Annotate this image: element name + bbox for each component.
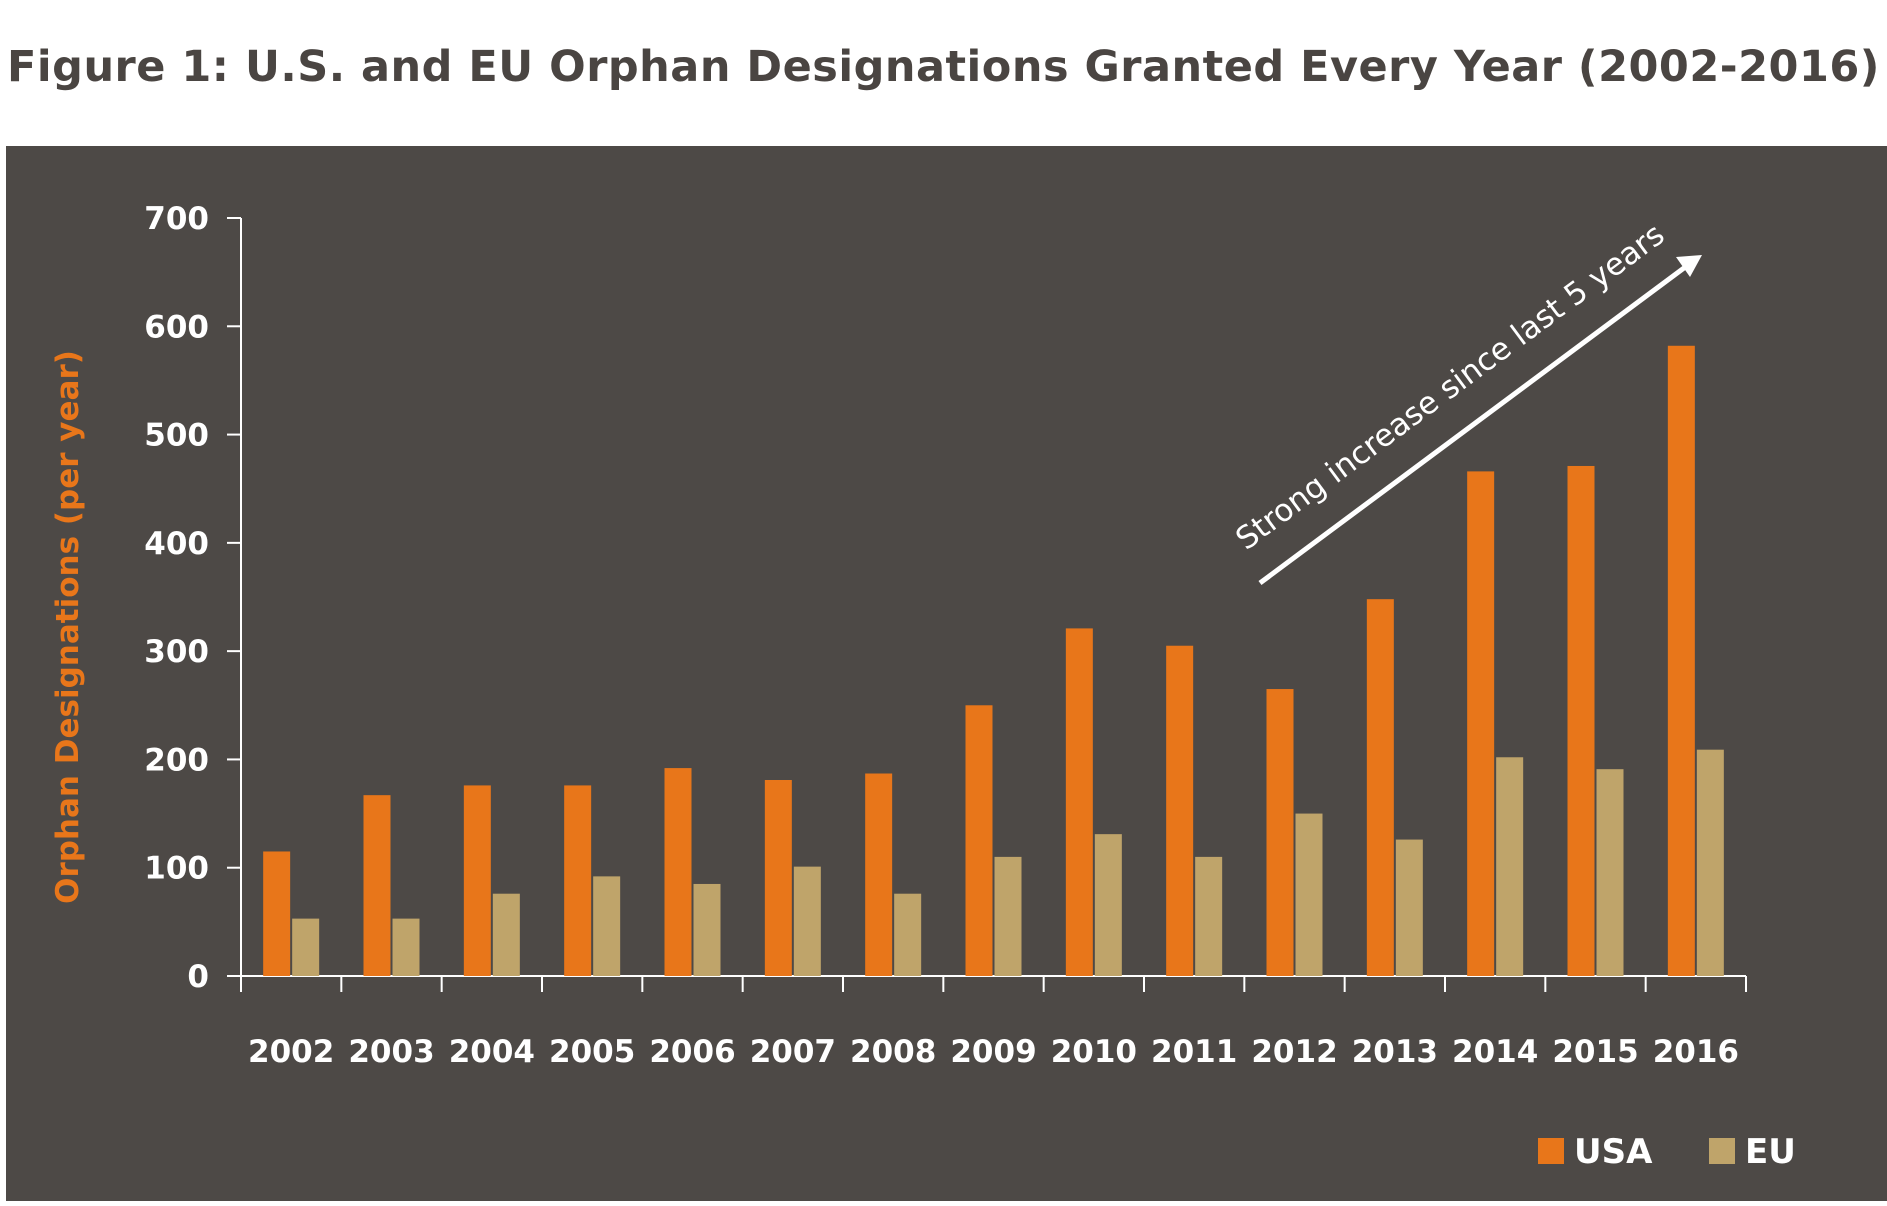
x-tick-label: 2006 bbox=[649, 1034, 735, 1070]
trend-arrow-head bbox=[1676, 255, 1702, 277]
bar-eu-2004 bbox=[492, 893, 520, 976]
bar-usa-2007 bbox=[764, 780, 792, 976]
legend-swatch-usa bbox=[1538, 1138, 1564, 1164]
x-tick-label: 2014 bbox=[1452, 1034, 1538, 1070]
y-tick-label: 600 bbox=[144, 309, 209, 345]
x-tick-label: 2008 bbox=[850, 1034, 936, 1070]
bar-eu-2006 bbox=[693, 883, 721, 976]
x-tick-label: 2016 bbox=[1653, 1034, 1739, 1070]
bar-eu-2009 bbox=[994, 856, 1022, 976]
bar-usa-2008 bbox=[865, 773, 893, 976]
y-tick-label: 500 bbox=[144, 418, 209, 454]
legend-label-usa: USA bbox=[1574, 1132, 1653, 1172]
y-tick-label: 400 bbox=[144, 526, 209, 562]
legend-label-eu: EU bbox=[1745, 1132, 1796, 1172]
x-tick-label: 2004 bbox=[449, 1034, 535, 1070]
bar-eu-2005 bbox=[593, 876, 621, 976]
bar-eu-2002 bbox=[292, 918, 320, 976]
bar-eu-2014 bbox=[1496, 757, 1524, 976]
bar-chart: 0 100 200 300 400 500 600 700 2002 2003 2004 2005 20… bbox=[50, 201, 1796, 1172]
bar-usa-2004 bbox=[463, 785, 491, 976]
x-tick-label: 2002 bbox=[248, 1034, 334, 1070]
y-tick-label: 0 bbox=[187, 959, 209, 995]
bar-usa-2010 bbox=[1065, 628, 1093, 976]
bar-usa-2013 bbox=[1366, 599, 1394, 976]
y-tick-label: 200 bbox=[144, 742, 209, 778]
bar-eu-2010 bbox=[1094, 834, 1122, 976]
bar-usa-2002 bbox=[263, 851, 291, 976]
bar-eu-2013 bbox=[1395, 839, 1423, 976]
y-axis-label: Orphan Designations (per year) bbox=[50, 350, 86, 904]
bar-eu-2015 bbox=[1596, 769, 1624, 976]
chart-title: Figure 1: U.S. and EU Orphan Designation… bbox=[7, 42, 1880, 92]
bar-usa-2011 bbox=[1166, 645, 1194, 976]
bar-usa-2003 bbox=[363, 795, 391, 976]
legend-swatch-eu bbox=[1709, 1138, 1735, 1164]
bar-eu-2016 bbox=[1696, 749, 1724, 976]
bar-eu-2003 bbox=[392, 918, 420, 976]
bar-usa-2012 bbox=[1266, 689, 1294, 976]
y-tick-label: 100 bbox=[144, 851, 209, 887]
x-tick-label: 2010 bbox=[1051, 1034, 1137, 1070]
x-tick-label: 2011 bbox=[1151, 1034, 1237, 1070]
x-tick-label: 2015 bbox=[1552, 1034, 1638, 1070]
bar-usa-2009 bbox=[965, 705, 993, 976]
bar-eu-2011 bbox=[1195, 856, 1223, 976]
trend-annotation: Strong increase since last 5 years bbox=[1229, 216, 1671, 557]
x-tick-label: 2012 bbox=[1251, 1034, 1337, 1070]
x-tick-label: 2013 bbox=[1352, 1034, 1438, 1070]
trend-arrow-line bbox=[1258, 262, 1690, 586]
bar-usa-2016 bbox=[1667, 345, 1695, 976]
bar-eu-2012 bbox=[1295, 813, 1323, 976]
x-tick-label: 2005 bbox=[549, 1034, 635, 1070]
bar-usa-2014 bbox=[1467, 471, 1495, 976]
x-tick-label: 2007 bbox=[750, 1034, 836, 1070]
x-tick-label: 2003 bbox=[348, 1034, 434, 1070]
chart-panel: 0 100 200 300 400 500 600 700 2002 2003 2004 2005 20… bbox=[6, 146, 1887, 1201]
bar-eu-2008 bbox=[894, 893, 922, 976]
bar-usa-2015 bbox=[1567, 465, 1595, 976]
bar-usa-2005 bbox=[564, 785, 592, 976]
bar-eu-2007 bbox=[793, 866, 821, 976]
y-tick-label: 700 bbox=[144, 201, 209, 237]
x-tick-label: 2009 bbox=[950, 1034, 1036, 1070]
bar-usa-2006 bbox=[664, 768, 692, 976]
y-tick-label: 300 bbox=[144, 634, 209, 670]
